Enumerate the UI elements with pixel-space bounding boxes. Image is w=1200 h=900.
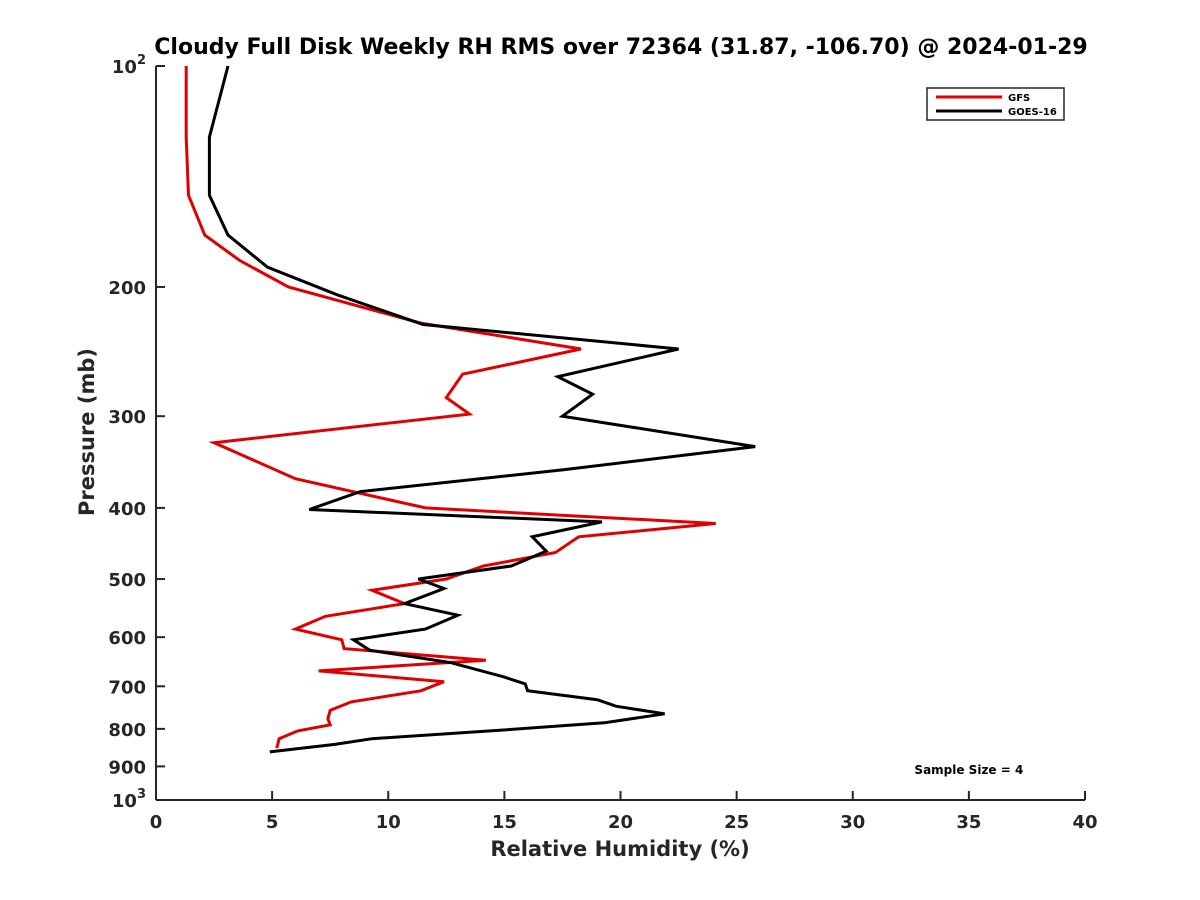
- plot-lines: [184, 65, 756, 754]
- y-tick-label: 500: [108, 570, 146, 591]
- y-tick-label: 600: [108, 628, 146, 649]
- y-tick-label: 300: [108, 407, 146, 428]
- x-axis-label: Relative Humidity (%): [490, 837, 749, 861]
- y-axis-label: Pressure (mb): [75, 348, 99, 516]
- legend: GFS GOES-16: [926, 87, 1065, 121]
- legend-label: GOES-16: [1008, 107, 1057, 118]
- legend-box: [926, 87, 1065, 121]
- y-tick-label: 700: [108, 677, 146, 698]
- x-tick-label: 35: [956, 812, 981, 833]
- x-tick-label: 20: [608, 812, 633, 833]
- annotations: Sample Size = 4: [914, 763, 1023, 777]
- y-tick-label: 103: [112, 787, 146, 812]
- sample-size-annotation: Sample Size = 4: [914, 763, 1023, 777]
- chart-title: Cloudy Full Disk Weekly RH RMS over 7236…: [154, 35, 1087, 60]
- x-tick-label: 5: [266, 812, 279, 833]
- x-tick-label: 0: [150, 812, 163, 833]
- ticks: 0 5 10 15 20 25 30 35 40 102 200 300 400 500 600 700 800…: [108, 53, 1097, 833]
- series-line-gfs: [184, 66, 716, 749]
- x-tick-label: 15: [492, 812, 517, 833]
- y-tick-label: 400: [108, 499, 146, 520]
- y-tick-label: 200: [108, 278, 146, 299]
- y-tick-label: 800: [108, 720, 146, 741]
- legend-label: GFS: [1008, 93, 1030, 104]
- series-line-goes-16: [207, 65, 756, 754]
- x-tick-label: 30: [840, 812, 865, 833]
- y-tick-label: 102: [112, 53, 146, 78]
- x-tick-label: 40: [1072, 812, 1097, 833]
- y-tick-label: 900: [108, 757, 146, 778]
- x-tick-label: 25: [724, 812, 749, 833]
- x-tick-label: 10: [376, 812, 401, 833]
